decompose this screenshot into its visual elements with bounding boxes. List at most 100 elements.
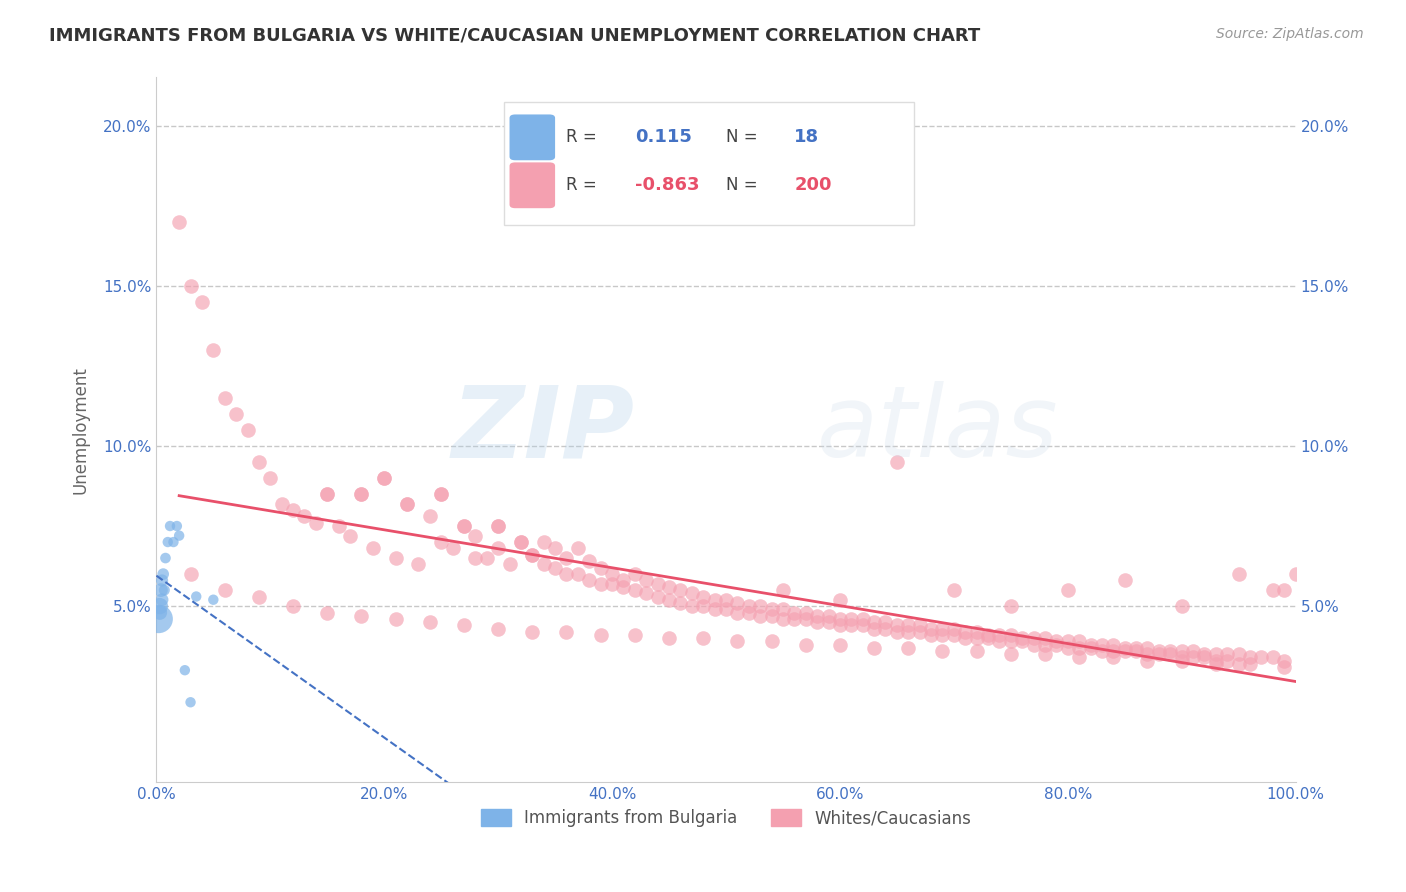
Point <box>270 497 292 511</box>
Point <box>863 615 886 629</box>
Point <box>681 586 703 600</box>
Point <box>1069 650 1091 665</box>
Point <box>316 606 339 620</box>
Point <box>817 615 839 629</box>
Point <box>149 599 172 614</box>
Point <box>624 567 647 582</box>
Point <box>1011 631 1033 645</box>
Point <box>167 214 190 228</box>
Y-axis label: Unemployment: Unemployment <box>72 366 89 494</box>
Text: Source: ZipAtlas.com: Source: ZipAtlas.com <box>1216 27 1364 41</box>
Point <box>567 567 589 582</box>
Point <box>658 592 681 607</box>
Point <box>1147 644 1170 658</box>
Point <box>600 576 623 591</box>
Point <box>761 634 783 648</box>
Point <box>533 535 555 549</box>
Point <box>1205 654 1227 668</box>
Point <box>772 583 794 598</box>
Point <box>1170 599 1192 614</box>
Point <box>942 628 965 642</box>
Point <box>794 606 817 620</box>
Point <box>486 519 509 533</box>
Point <box>828 618 851 632</box>
Point <box>589 576 612 591</box>
Point <box>966 624 988 639</box>
Point <box>1284 567 1306 582</box>
Point <box>1216 647 1239 661</box>
Point <box>202 592 225 607</box>
Point <box>316 487 339 501</box>
Point <box>931 628 953 642</box>
Point <box>897 640 920 655</box>
Point <box>430 487 453 501</box>
Point <box>1000 628 1022 642</box>
Point <box>173 663 195 677</box>
Point <box>1000 634 1022 648</box>
Point <box>783 606 806 620</box>
Point <box>1114 644 1136 658</box>
Point <box>152 567 174 582</box>
Point <box>977 631 1000 645</box>
Point <box>373 471 395 485</box>
Point <box>624 628 647 642</box>
Point <box>180 695 202 709</box>
Point <box>1114 640 1136 655</box>
Point <box>692 599 714 614</box>
Point <box>1250 650 1272 665</box>
Point <box>692 631 714 645</box>
Point <box>555 624 578 639</box>
Point <box>522 548 544 562</box>
Point <box>1045 634 1067 648</box>
Point <box>522 624 544 639</box>
Point <box>953 631 976 645</box>
Point <box>863 640 886 655</box>
Point <box>578 574 600 588</box>
Point <box>361 541 384 556</box>
Point <box>988 628 1011 642</box>
Point <box>794 638 817 652</box>
Point <box>464 528 486 542</box>
Point <box>794 612 817 626</box>
Point <box>1227 567 1250 582</box>
Point <box>624 583 647 598</box>
Point <box>247 455 270 469</box>
Point <box>681 599 703 614</box>
Point <box>977 628 1000 642</box>
Point <box>1056 640 1078 655</box>
Point <box>1033 631 1056 645</box>
Point <box>408 558 430 572</box>
Point <box>281 599 304 614</box>
Point <box>384 612 406 626</box>
Point <box>772 612 794 626</box>
Point <box>1125 644 1147 658</box>
FancyBboxPatch shape <box>503 102 914 226</box>
Point <box>384 551 406 566</box>
Point <box>761 602 783 616</box>
Point <box>1114 574 1136 588</box>
Point <box>1069 634 1091 648</box>
Point <box>281 503 304 517</box>
Point <box>953 624 976 639</box>
Point <box>1216 654 1239 668</box>
Point <box>669 596 692 610</box>
Point <box>1239 657 1261 671</box>
Text: ZIP: ZIP <box>451 382 636 478</box>
Point <box>1091 644 1114 658</box>
Point <box>149 583 172 598</box>
FancyBboxPatch shape <box>509 114 555 161</box>
Point <box>931 644 953 658</box>
Point <box>589 560 612 574</box>
Point <box>839 612 862 626</box>
Point <box>1033 638 1056 652</box>
Point <box>1261 650 1284 665</box>
Point <box>1022 631 1045 645</box>
Point <box>1170 650 1192 665</box>
Point <box>509 535 531 549</box>
Point <box>1159 647 1181 661</box>
Point <box>714 602 737 616</box>
Point <box>486 622 509 636</box>
Point <box>498 558 520 572</box>
Point <box>828 638 851 652</box>
Text: IMMIGRANTS FROM BULGARIA VS WHITE/CAUCASIAN UNEMPLOYMENT CORRELATION CHART: IMMIGRANTS FROM BULGARIA VS WHITE/CAUCAS… <box>49 27 980 45</box>
